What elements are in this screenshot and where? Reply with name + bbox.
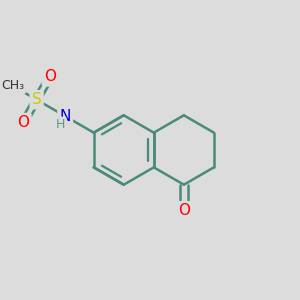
- Text: O: O: [178, 203, 190, 218]
- Text: CH₃: CH₃: [1, 79, 24, 92]
- Text: N: N: [59, 109, 71, 124]
- Text: H: H: [56, 118, 65, 131]
- Text: O: O: [44, 69, 56, 84]
- Text: S: S: [32, 92, 41, 107]
- Text: O: O: [17, 115, 29, 130]
